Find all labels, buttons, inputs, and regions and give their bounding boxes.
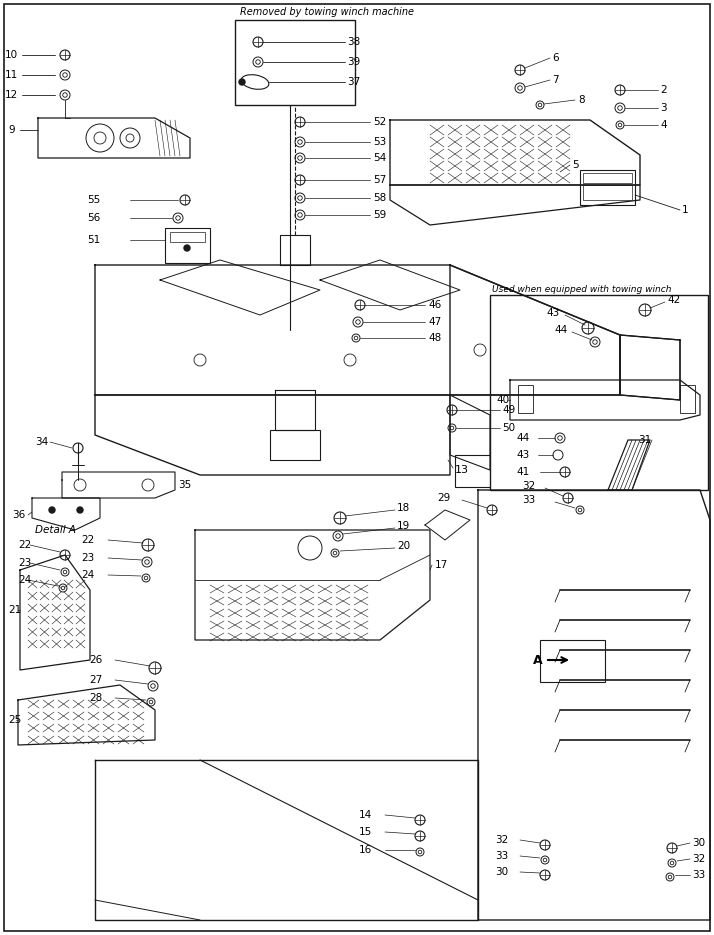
Text: 1: 1 xyxy=(682,205,688,215)
Bar xyxy=(680,385,695,413)
Text: 6: 6 xyxy=(552,53,558,63)
Text: 17: 17 xyxy=(435,560,448,570)
Bar xyxy=(490,295,708,490)
Bar xyxy=(540,640,605,682)
Text: 22: 22 xyxy=(81,535,95,545)
Text: 44: 44 xyxy=(555,325,568,335)
Text: 12: 12 xyxy=(5,90,19,100)
Text: 50: 50 xyxy=(502,423,515,433)
Text: A: A xyxy=(533,654,543,667)
Text: 29: 29 xyxy=(437,493,450,503)
Text: 48: 48 xyxy=(428,333,441,343)
Text: 59: 59 xyxy=(373,210,386,220)
Text: 9: 9 xyxy=(8,125,14,135)
Text: 58: 58 xyxy=(373,193,386,203)
Text: 30: 30 xyxy=(692,838,705,848)
Text: 57: 57 xyxy=(373,175,386,185)
Text: 21: 21 xyxy=(8,605,21,615)
Bar xyxy=(235,20,355,105)
Text: 20: 20 xyxy=(397,541,410,551)
Text: 10: 10 xyxy=(5,50,18,60)
Text: 16: 16 xyxy=(358,845,372,855)
Text: 3: 3 xyxy=(660,103,667,113)
Bar xyxy=(270,430,320,460)
Text: Used when equipped with towing winch: Used when equipped with towing winch xyxy=(492,285,671,295)
Text: 46: 46 xyxy=(428,300,441,310)
Text: 8: 8 xyxy=(578,95,585,105)
Text: 32: 32 xyxy=(495,835,508,845)
Circle shape xyxy=(49,507,55,513)
Text: 40: 40 xyxy=(497,395,510,405)
Text: 15: 15 xyxy=(358,827,372,837)
Text: Detail A: Detail A xyxy=(35,525,76,535)
Text: 44: 44 xyxy=(517,433,530,443)
Bar xyxy=(518,385,533,413)
Bar xyxy=(165,228,210,263)
Text: 4: 4 xyxy=(660,120,667,130)
Bar xyxy=(455,455,493,487)
Text: 30: 30 xyxy=(495,867,508,877)
Bar xyxy=(170,232,205,242)
Text: 33: 33 xyxy=(522,495,535,505)
Text: 56: 56 xyxy=(86,213,100,223)
Text: 14: 14 xyxy=(358,810,372,820)
Text: 24: 24 xyxy=(81,570,95,580)
Text: 11: 11 xyxy=(5,70,19,80)
Text: 41: 41 xyxy=(517,467,530,477)
Text: 47: 47 xyxy=(428,317,441,327)
Circle shape xyxy=(239,79,245,85)
Text: 33: 33 xyxy=(692,870,705,880)
Bar xyxy=(580,170,635,205)
Text: Removed by towing winch machine: Removed by towing winch machine xyxy=(240,7,414,17)
Text: 26: 26 xyxy=(89,655,102,665)
Circle shape xyxy=(77,507,83,513)
Text: 43: 43 xyxy=(547,308,560,318)
Text: 23: 23 xyxy=(81,553,95,563)
Text: 13: 13 xyxy=(455,465,469,475)
Text: 54: 54 xyxy=(373,153,386,163)
Text: 2: 2 xyxy=(660,85,667,95)
Text: 52: 52 xyxy=(373,117,386,127)
Text: 22: 22 xyxy=(18,540,31,550)
Text: 32: 32 xyxy=(692,854,705,864)
Text: 53: 53 xyxy=(373,137,386,147)
Text: 19: 19 xyxy=(397,521,411,531)
Text: 18: 18 xyxy=(397,503,411,513)
Text: 36: 36 xyxy=(12,510,25,520)
Text: 7: 7 xyxy=(552,75,558,85)
Text: 32: 32 xyxy=(522,481,535,491)
Text: 49: 49 xyxy=(502,405,516,415)
Text: 37: 37 xyxy=(347,77,361,87)
Bar xyxy=(583,185,632,200)
Text: 51: 51 xyxy=(86,235,100,245)
Text: 35: 35 xyxy=(178,480,191,490)
Bar xyxy=(583,173,632,183)
Text: 38: 38 xyxy=(347,37,361,47)
Text: 55: 55 xyxy=(86,195,100,205)
Text: 24: 24 xyxy=(18,575,31,585)
Text: 31: 31 xyxy=(638,435,651,445)
Text: 42: 42 xyxy=(667,295,680,305)
Text: 34: 34 xyxy=(35,437,48,447)
Text: 5: 5 xyxy=(572,160,578,170)
Circle shape xyxy=(184,245,190,251)
Text: 27: 27 xyxy=(89,675,102,685)
Text: 43: 43 xyxy=(517,450,530,460)
Text: 28: 28 xyxy=(89,693,102,703)
Text: 23: 23 xyxy=(18,558,31,568)
Text: 25: 25 xyxy=(8,715,21,725)
Text: 33: 33 xyxy=(495,851,508,861)
Text: 39: 39 xyxy=(347,57,361,67)
